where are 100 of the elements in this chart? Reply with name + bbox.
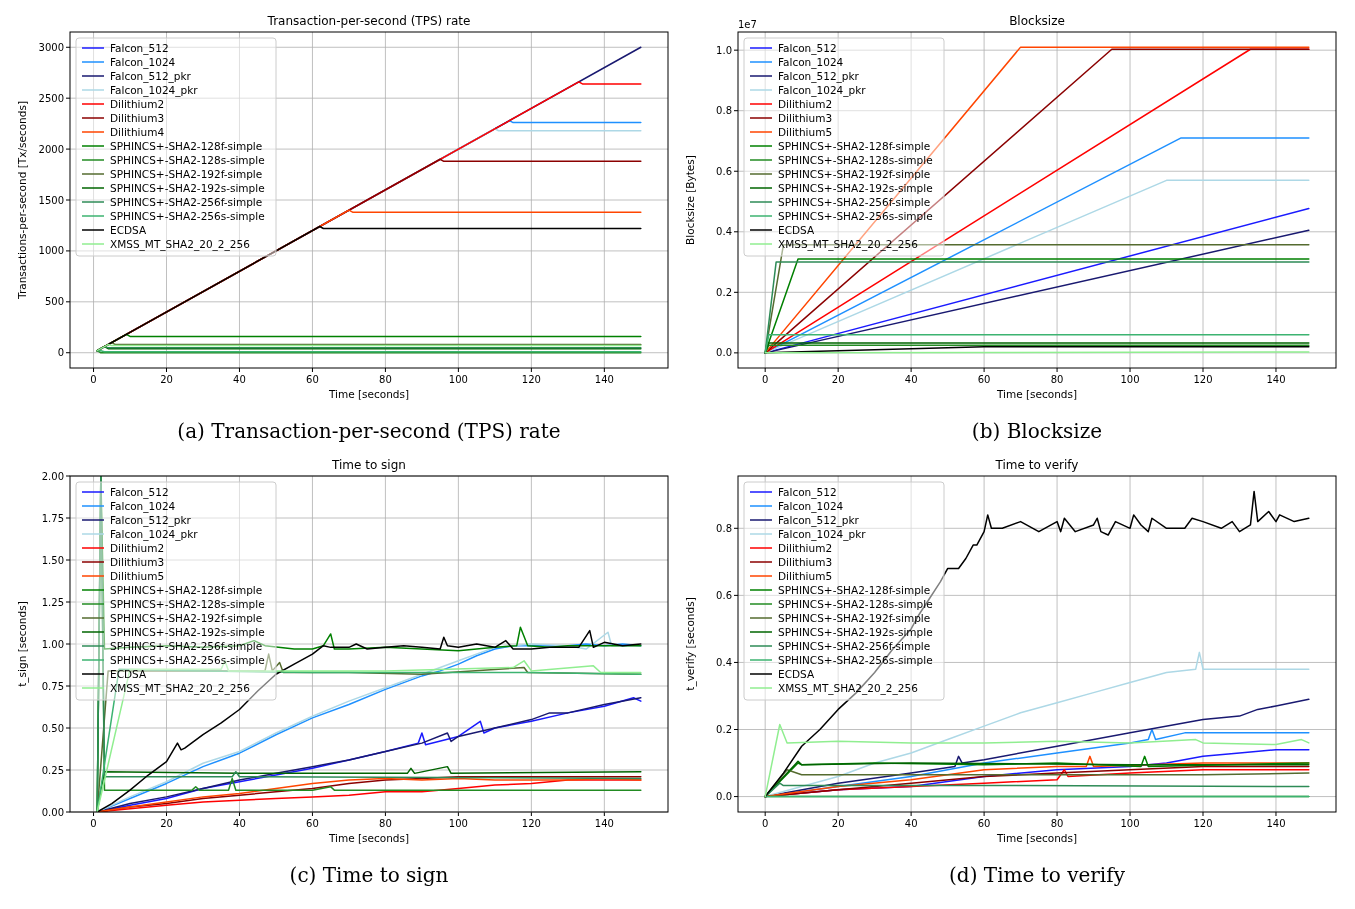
legend-label: Falcon_512	[110, 41, 169, 55]
legend-label: SPHINCS+-SHA2-192s-simple	[110, 181, 265, 194]
legend-label: Falcon_512	[110, 485, 169, 499]
y-axis-title: Transactions-per-second [Tx/seconds]	[16, 101, 28, 300]
text: (b) Blocksize	[971, 419, 1103, 443]
x-tick-label: 0	[90, 374, 97, 385]
legend-label: Falcon_1024	[110, 55, 176, 69]
legend-label: Falcon_1024	[778, 499, 844, 513]
y-tick-label: 0.2	[716, 286, 732, 298]
legend-label: SPHINCS+-SHA2-128s-simple	[778, 597, 933, 610]
legend-label: Dilithium5	[778, 569, 833, 582]
legend-label: SPHINCS+-SHA2-256s-simple	[778, 209, 933, 222]
x-tick-label: 60	[306, 818, 319, 829]
legend-label: ECDSA	[778, 667, 815, 680]
legend-label: Falcon_1024_pkr	[778, 83, 867, 97]
legend-label: SPHINCS+-SHA2-128f-simple	[110, 139, 263, 152]
legend-label: Falcon_512	[778, 485, 837, 499]
x-axis-title: Time [seconds]	[327, 388, 410, 400]
y-tick-label: 1.25	[41, 596, 64, 608]
legend-label: Falcon_512_pkr	[778, 69, 860, 83]
x-tick-label: 40	[233, 374, 246, 385]
legend-label: ECDSA	[778, 223, 815, 236]
y-tick-label: 0.6	[716, 165, 732, 177]
y-tick-label: 0.4	[716, 656, 732, 668]
y-tick-label: 3000	[38, 41, 64, 53]
y-tick-label: 1000	[38, 245, 64, 257]
y-tick-label: 0.0	[716, 791, 732, 803]
y-tick-label: 1.0	[716, 44, 732, 56]
x-tick-label: 0	[761, 374, 769, 385]
chart-title: Blocksize	[1009, 14, 1065, 28]
legend-label: Dilithium2	[110, 541, 165, 554]
y-tick-label: 0.8	[716, 522, 732, 534]
legend-label: Dilithium5	[778, 125, 833, 138]
legend-label: Dilithium5	[110, 569, 165, 582]
x-tick-label: 140	[594, 374, 614, 385]
legend-label: SPHINCS+-SHA2-256f-simple	[778, 639, 931, 652]
x-tick-label: 60	[977, 374, 991, 385]
x-tick-label: 140	[1266, 374, 1286, 385]
x-axis-title: Time [seconds]	[327, 832, 410, 844]
legend-label: SPHINCS+-SHA2-192f-simple	[778, 167, 931, 180]
x-tick-label: 20	[160, 374, 173, 385]
x-tick-label: 0	[90, 818, 97, 829]
x-tick-label: 120	[521, 818, 541, 829]
x-tick-label: 100	[448, 818, 468, 829]
y-tick-label: 2500	[38, 92, 64, 104]
y-tick-label: 0	[57, 347, 64, 359]
text: (c) Time to sign	[289, 863, 449, 887]
legend-label: Dilithium2	[110, 97, 165, 110]
x-tick-label: 120	[1193, 818, 1213, 829]
y-tick-label: 500	[44, 296, 64, 308]
text: (a) Transaction-per-second (TPS) rate	[177, 419, 561, 443]
legend-label: Dilithium3	[778, 555, 833, 568]
x-tick-label: 0	[761, 818, 769, 829]
text: 1e7	[738, 19, 757, 30]
legend-label: SPHINCS+-SHA2-256s-simple	[110, 209, 265, 222]
x-axis-title: Time [seconds]	[995, 388, 1078, 400]
legend-label: Falcon_512_pkr	[778, 513, 860, 527]
x-tick-label: 140	[1266, 818, 1286, 829]
legend-label: Dilithium3	[110, 555, 165, 568]
y-tick-label: 0.25	[41, 764, 64, 776]
legend-label: SPHINCS+-SHA2-128f-simple	[110, 583, 263, 596]
legend-label: Falcon_512_pkr	[110, 513, 192, 527]
y-tick-label: 0.6	[716, 589, 732, 601]
chart-title: Time to verify	[994, 458, 1079, 472]
y-axis-title: Blocksize [Bytes]	[684, 155, 696, 245]
chart-title: Time to sign	[331, 458, 406, 472]
x-tick-label: 100	[1120, 818, 1140, 829]
legend-label: Falcon_512_pkr	[110, 69, 192, 83]
y-tick-label: 0.8	[716, 105, 732, 117]
y-tick-label: 0.4	[716, 226, 732, 238]
legend-label: Falcon_1024_pkr	[110, 83, 199, 97]
text: (d) Time to verify	[949, 863, 1126, 887]
legend-label: SPHINCS+-SHA2-256f-simple	[110, 195, 263, 208]
x-tick-label: 20	[831, 818, 845, 829]
legend-label: SPHINCS+-SHA2-192s-simple	[778, 625, 933, 638]
y-tick-label: 0.50	[41, 722, 64, 734]
legend-label: XMSS_MT_SHA2_20_2_256	[778, 681, 919, 695]
legend-label: Falcon_1024_pkr	[778, 527, 867, 541]
legend-label: SPHINCS+-SHA2-256s-simple	[110, 653, 265, 666]
x-tick-label: 80	[1050, 818, 1064, 829]
legend-label: SPHINCS+-SHA2-256f-simple	[778, 195, 931, 208]
legend-label: Falcon_1024_pkr	[110, 527, 199, 541]
x-tick-label: 40	[904, 374, 918, 385]
legend-label: Dilithium3	[778, 111, 833, 124]
legend-label: SPHINCS+-SHA2-128s-simple	[110, 597, 265, 610]
legend-label: SPHINCS+-SHA2-192f-simple	[110, 167, 263, 180]
legend-label: Falcon_512	[778, 41, 837, 55]
x-tick-label: 100	[1120, 374, 1140, 385]
y-tick-label: 2000	[38, 143, 64, 155]
y-tick-label: 1.00	[41, 638, 64, 650]
y-tick-label: 0.00	[41, 806, 64, 818]
legend-label: XMSS_MT_SHA2_20_2_256	[110, 681, 251, 695]
legend-label: SPHINCS+-SHA2-256s-simple	[778, 653, 933, 666]
legend-label: SPHINCS+-SHA2-128s-simple	[778, 153, 933, 166]
legend-label: SPHINCS+-SHA2-192f-simple	[778, 611, 931, 624]
y-tick-label: 0.75	[41, 680, 64, 692]
chart-title: Transaction-per-second (TPS) rate	[266, 14, 471, 28]
legend-label: ECDSA	[110, 223, 147, 236]
legend-label: SPHINCS+-SHA2-128f-simple	[778, 139, 931, 152]
legend-label: Dilithium2	[778, 541, 833, 554]
